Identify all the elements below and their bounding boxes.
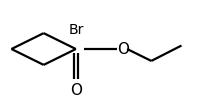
Text: Br: Br [68,23,83,37]
Text: O: O [117,42,129,57]
Text: O: O [70,83,82,98]
